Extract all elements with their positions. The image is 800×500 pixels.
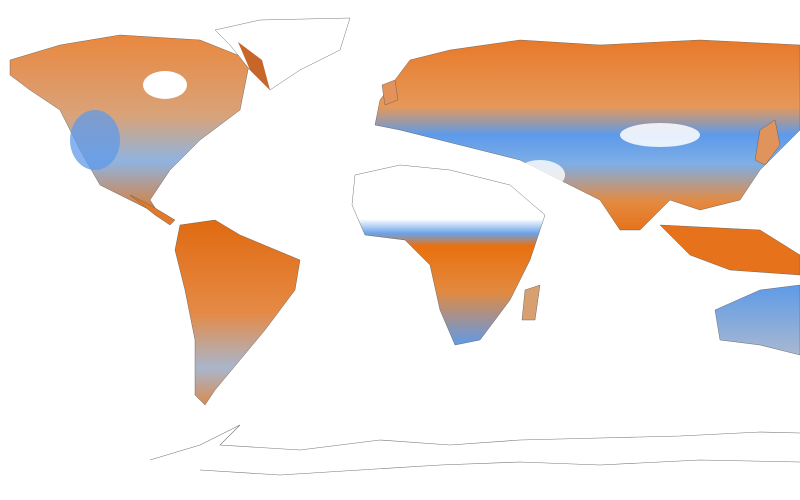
continents [9, 17, 800, 476]
arabia-white [515, 160, 565, 190]
se-asia-islands [659, 224, 800, 276]
antarctica-outline-2 [199, 459, 800, 476]
north-america [9, 34, 251, 216]
ice-hudson [143, 71, 187, 99]
japan [754, 119, 781, 166]
eurasia [374, 39, 800, 231]
uk [381, 79, 399, 106]
greenland-coast [238, 42, 270, 90]
africa [351, 164, 546, 346]
west-na-blue [70, 110, 120, 170]
central-america [129, 194, 176, 226]
south-america [174, 219, 301, 406]
australia [714, 284, 800, 356]
tibet-white [620, 123, 700, 147]
madagascar [521, 284, 541, 321]
antarctica-outline [149, 424, 800, 461]
greenland [214, 17, 351, 91]
